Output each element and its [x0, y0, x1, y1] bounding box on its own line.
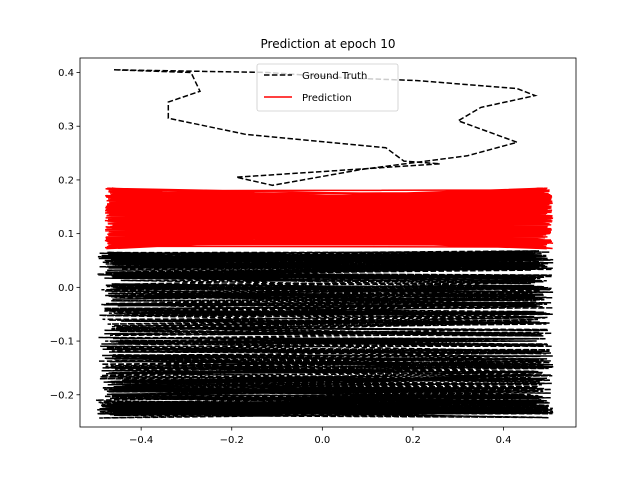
- x-tick-label: −0.4: [129, 435, 153, 446]
- y-axis: −0.2 −0.1 0.0 0.1 0.2 0.3 0.4: [50, 68, 80, 401]
- y-tick-label: −0.2: [50, 390, 74, 401]
- x-tick-label: −0.2: [220, 435, 244, 446]
- legend: Ground Truth Prediction: [256, 63, 399, 112]
- y-tick-label: 0.2: [58, 175, 74, 186]
- legend-box: [256, 63, 399, 112]
- x-axis: −0.4 −0.2 0.0 0.2 0.4: [129, 427, 511, 446]
- y-tick-label: 0.3: [58, 122, 74, 133]
- plot-area: [95, 69, 554, 419]
- x-tick-label: 0.0: [314, 435, 330, 446]
- series-ground-truth-dense: [96, 250, 554, 419]
- x-tick-label: 0.4: [496, 435, 512, 446]
- series-ground-truth-upper: [113, 69, 538, 187]
- x-tick-label: 0.2: [405, 435, 421, 446]
- y-tick-label: −0.1: [50, 337, 74, 348]
- legend-label-prediction: Prediction: [302, 93, 352, 104]
- chart-title: Prediction at epoch 10: [261, 37, 396, 51]
- series-ground-truth-tail: [95, 373, 549, 413]
- y-tick-label: 0.4: [58, 68, 74, 79]
- axes-frame: [79, 57, 577, 428]
- legend-label-ground-truth: Ground Truth: [302, 71, 367, 82]
- y-tick-label: 0.1: [58, 229, 74, 240]
- y-tick-label: 0.0: [58, 283, 74, 294]
- series-prediction: [104, 187, 554, 250]
